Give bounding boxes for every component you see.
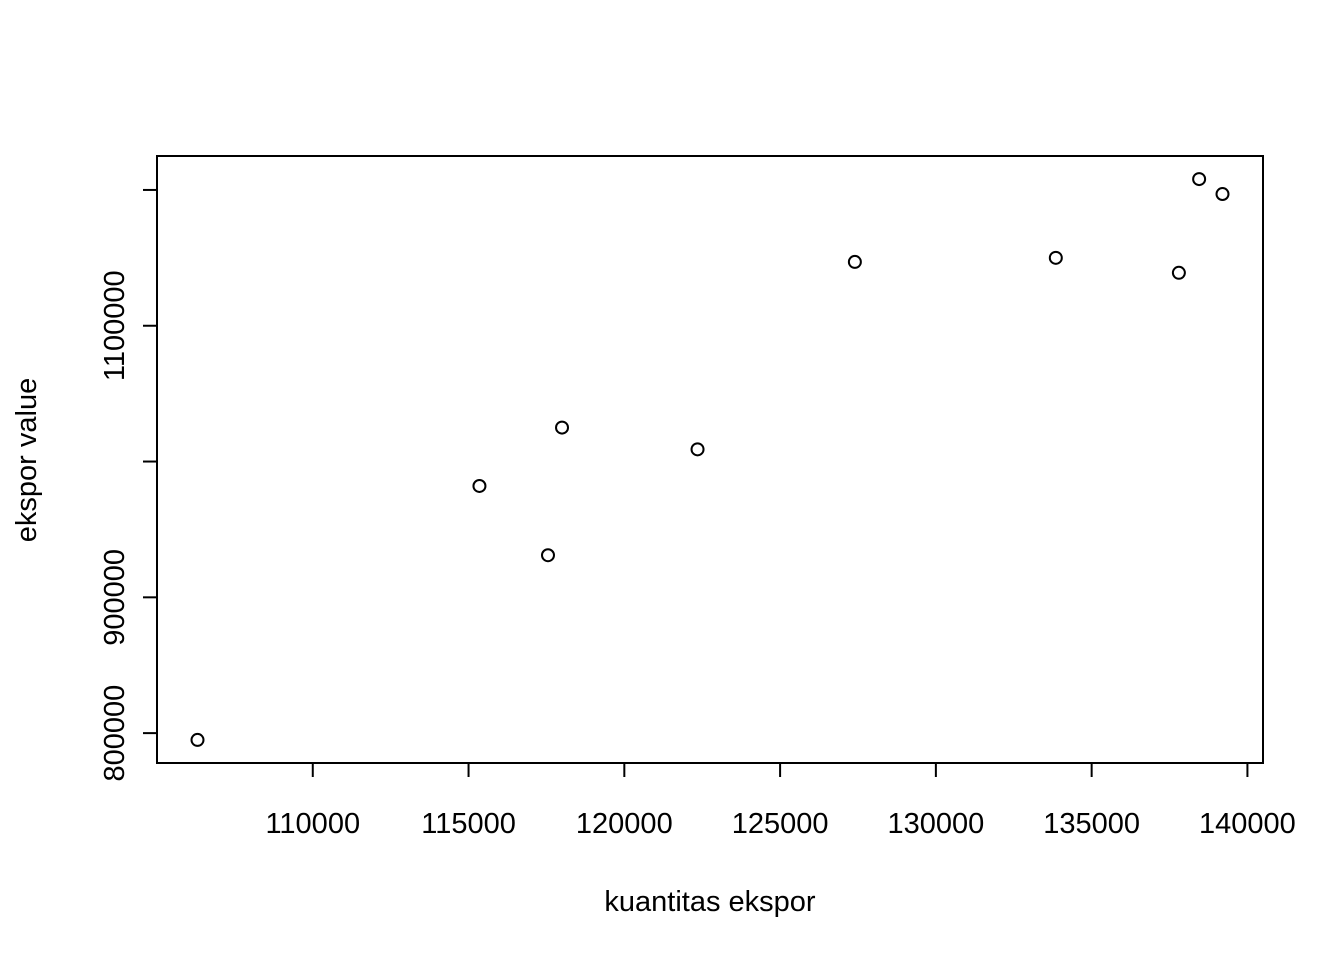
data-point xyxy=(690,442,705,457)
y-tick-label: 1100000 xyxy=(99,270,131,381)
data-point xyxy=(1215,187,1230,202)
x-tick-label: 130000 xyxy=(887,808,984,840)
x-tick-label: 110000 xyxy=(265,808,360,840)
y-axis-title: ekspor value xyxy=(11,378,43,542)
x-axis: 110000 115000 120000 125000 130000 135000 1400… xyxy=(265,762,1296,840)
data-point xyxy=(190,732,205,747)
data-point xyxy=(1048,250,1063,265)
data-point xyxy=(555,420,570,435)
x-tick-label: 115000 xyxy=(421,808,516,840)
y-tick-label: 900000 xyxy=(99,549,131,646)
data-points xyxy=(190,172,1230,747)
data-point xyxy=(1192,172,1207,187)
y-tick-label: 800000 xyxy=(99,685,131,782)
x-tick-label: 125000 xyxy=(732,808,829,840)
x-tick-label: 140000 xyxy=(1199,808,1296,840)
data-point xyxy=(847,254,862,269)
y-axis: 800000 900000 1100000 xyxy=(99,188,158,782)
plot-box xyxy=(156,155,1264,764)
data-point xyxy=(472,478,487,493)
data-point xyxy=(1171,265,1186,280)
x-tick-label: 120000 xyxy=(576,808,673,840)
data-point xyxy=(540,548,555,563)
x-tick-label: 135000 xyxy=(1043,808,1140,840)
x-axis-title: kuantitas ekspor xyxy=(604,886,816,918)
